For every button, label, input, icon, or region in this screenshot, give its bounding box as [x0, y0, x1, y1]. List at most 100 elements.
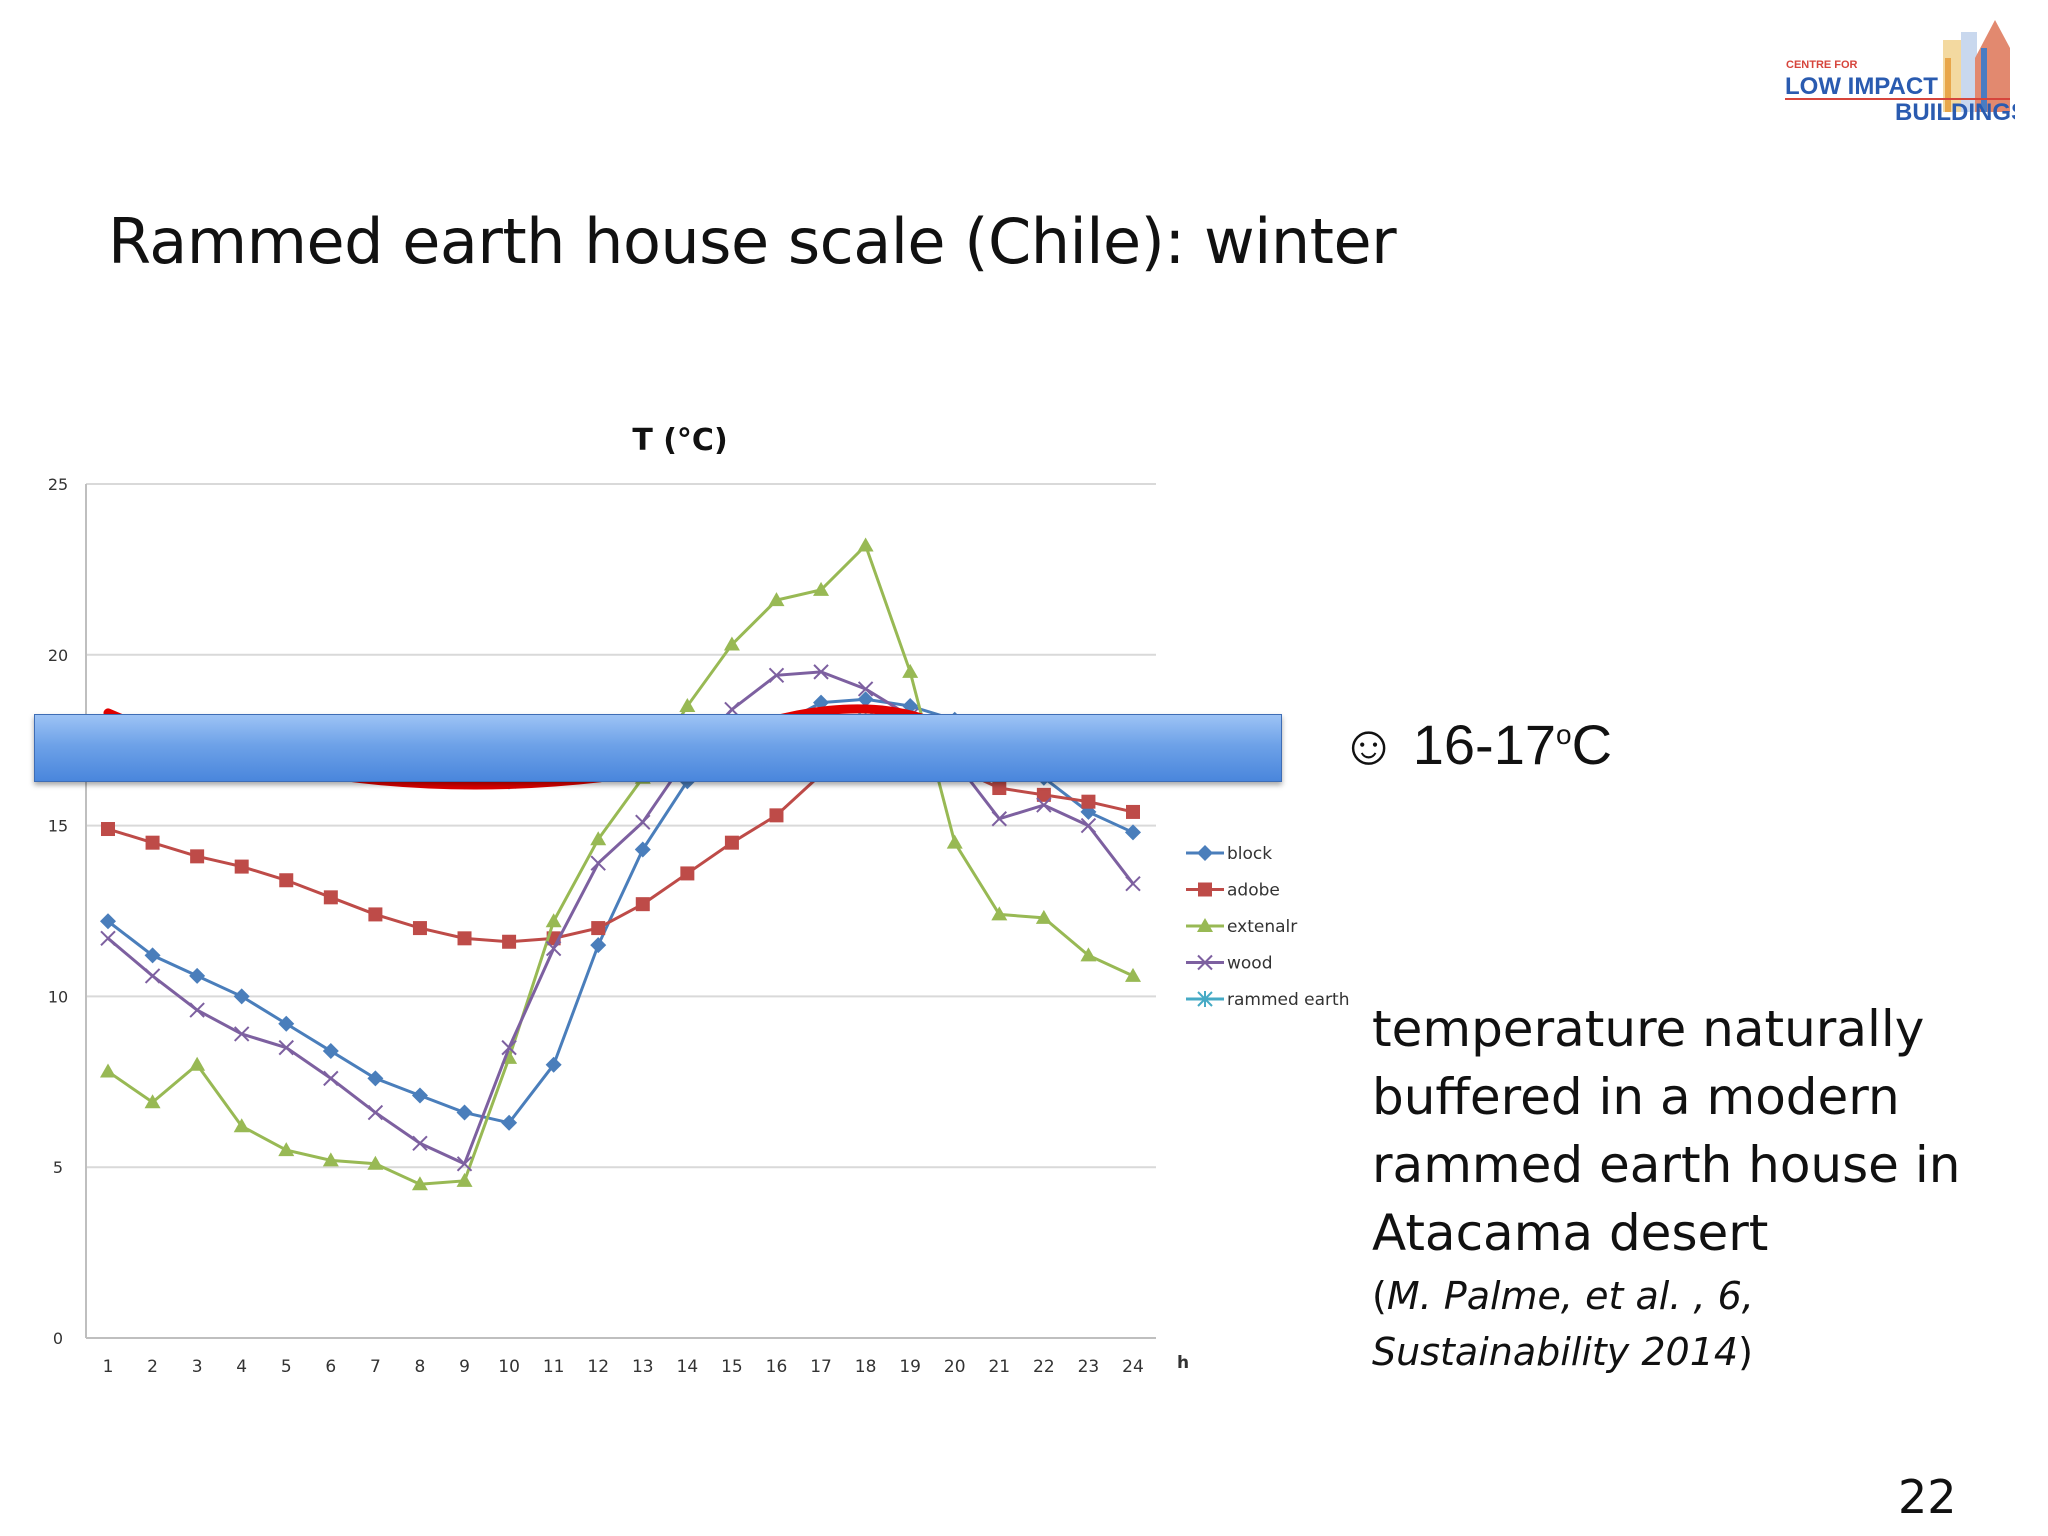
- data-point-adobe-9: [457, 931, 472, 946]
- data-point-extenalr-5: [278, 1142, 295, 1157]
- data-point-extenalr-19: [902, 663, 919, 678]
- data-point-extenalr-14: [679, 698, 696, 713]
- page-number: 22: [1898, 1470, 1957, 1524]
- data-point-block-12: [590, 937, 607, 954]
- data-point-extenalr-20: [946, 834, 963, 849]
- data-point-wood-1: [100, 930, 116, 947]
- data-point-extenalr-12: [590, 831, 607, 846]
- data-point-block-10: [501, 1114, 518, 1131]
- data-point-wood-3-b: [189, 1002, 205, 1018]
- data-point-wood-5: [278, 1039, 294, 1056]
- description-text: temperature naturally buffered in a mode…: [1372, 1000, 1961, 1262]
- data-point-adobe-22: [1036, 787, 1051, 802]
- logo-text-line2: LOW IMPACT: [1785, 73, 1938, 100]
- data-point-extenalr-22: [1035, 909, 1052, 924]
- data-point-block-11: [545, 1056, 562, 1073]
- x-tick-label-11: 11: [543, 1357, 565, 1377]
- data-point-adobe-10: [502, 934, 517, 949]
- data-point-wood-4-b: [233, 1026, 250, 1042]
- legend-marker-adobe: [1198, 882, 1212, 897]
- data-point-extenalr-8: [411, 1176, 428, 1191]
- x-tick-label-14: 14: [677, 1357, 699, 1377]
- data-point-wood-17: [813, 664, 829, 680]
- data-point-block-7: [367, 1070, 384, 1087]
- data-point-wood-18-b: [857, 681, 874, 697]
- legend-label-block: block: [1227, 844, 1272, 864]
- data-point-wood-12-b: [590, 855, 606, 871]
- x-tick-label-22: 22: [1033, 1357, 1055, 1377]
- data-point-wood-7-b: [367, 1104, 384, 1121]
- data-point-adobe-14: [680, 866, 695, 881]
- x-tick-label-2: 2: [147, 1357, 158, 1377]
- data-point-block-8: [411, 1087, 428, 1104]
- x-tick-label-9: 9: [459, 1357, 470, 1377]
- data-point-block-1: [100, 913, 116, 930]
- logo-building-4: [1981, 48, 1987, 112]
- data-point-wood-10-b: [501, 1039, 517, 1056]
- data-point-wood-21-b: [991, 811, 1008, 827]
- data-point-extenalr-18: [857, 537, 874, 552]
- data-point-extenalr-11: [545, 913, 562, 928]
- slide-title: Rammed earth house scale (Chile): winter: [108, 205, 1397, 278]
- logo-text-line3: BUILDINGS: [1895, 99, 2015, 126]
- comfort-range-value: 16-17: [1412, 713, 1556, 776]
- data-point-extenalr-7: [367, 1155, 384, 1170]
- x-tick-label-23: 23: [1078, 1357, 1100, 1377]
- data-point-wood-11: [545, 940, 562, 957]
- data-point-wood-7: [367, 1104, 384, 1121]
- data-point-block-18: [857, 691, 874, 708]
- data-point-block-2: [144, 947, 161, 964]
- data-point-adobe-8: [412, 921, 427, 936]
- legend-label-adobe: adobe: [1227, 881, 1280, 901]
- x-tick-label-1: 1: [103, 1357, 114, 1377]
- data-point-wood-11-b: [545, 940, 562, 957]
- data-point-wood-12: [590, 855, 606, 871]
- smiley-icon: ☺: [1340, 713, 1398, 776]
- x-tick-label-17: 17: [810, 1357, 832, 1377]
- y-tick-label-20: 20: [48, 646, 68, 665]
- logo-building-2: [1961, 32, 1977, 112]
- data-point-extenalr-2: [144, 1094, 161, 1109]
- legend-label-wood: wood: [1227, 954, 1273, 974]
- x-tick-label-12: 12: [587, 1357, 609, 1377]
- data-point-wood-3: [189, 1002, 205, 1018]
- data-point-block-24: [1125, 824, 1141, 841]
- data-point-extenalr-15: [723, 636, 740, 651]
- data-point-wood-9-b: [456, 1156, 473, 1172]
- data-point-extenalr-1: [100, 1063, 116, 1078]
- data-point-wood-4: [233, 1026, 250, 1042]
- data-point-wood-5-b: [278, 1039, 294, 1056]
- data-point-wood-2: [144, 968, 161, 984]
- degree-superscript: o: [1555, 719, 1572, 750]
- data-point-wood-6: [323, 1070, 339, 1087]
- legend-marker-wood: [1197, 954, 1213, 971]
- legend-label-rammed-earth: rammed earth: [1227, 990, 1350, 1010]
- data-point-wood-21: [991, 811, 1008, 827]
- data-point-wood-10: [501, 1039, 517, 1056]
- comfort-range-label: ☺ 16-17oC: [1340, 712, 1612, 777]
- data-point-extenalr-23: [1080, 947, 1097, 962]
- data-point-wood-22-b: [1036, 797, 1052, 813]
- citation: (M. Palme, et al. , 6, Sustainability 20…: [1372, 1268, 2012, 1380]
- legend: block adobe extenalr wood rammed earth: [1186, 844, 1350, 1010]
- comfort-unit: C: [1571, 713, 1613, 776]
- data-point-wood-2-b: [144, 968, 161, 984]
- data-point-wood-1-b: [100, 930, 116, 947]
- x-tick-label-21: 21: [988, 1357, 1010, 1377]
- data-point-extenalr-9: [456, 1172, 473, 1187]
- legend-marker-rammed-earth: [1197, 991, 1213, 1007]
- data-point-wood-6-b: [323, 1070, 339, 1087]
- data-point-wood-24: [1125, 875, 1141, 892]
- data-point-wood-22: [1036, 797, 1052, 813]
- x-tick-label-18: 18: [855, 1357, 877, 1377]
- data-point-extenalr-4: [233, 1118, 250, 1133]
- logo-text-line1: CENTRE FOR: [1786, 59, 1858, 71]
- chart-title: T (°C): [632, 423, 727, 458]
- data-point-block-19: [902, 698, 919, 715]
- y-tick-label-15: 15: [48, 817, 68, 836]
- data-point-block-13: [634, 841, 651, 858]
- x-tick-label-7: 7: [370, 1357, 381, 1377]
- data-point-wood-9: [456, 1156, 473, 1172]
- data-point-adobe-7: [368, 907, 383, 922]
- data-point-wood-23-b: [1080, 817, 1097, 834]
